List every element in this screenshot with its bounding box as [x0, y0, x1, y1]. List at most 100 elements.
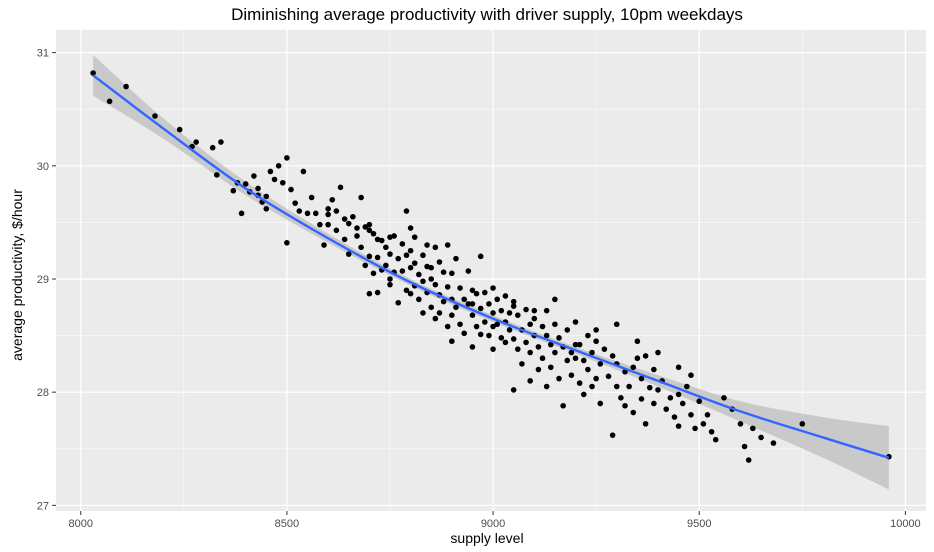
data-point: [292, 200, 298, 206]
data-point: [618, 395, 624, 401]
data-point: [696, 398, 703, 405]
data-point: [494, 321, 500, 328]
data-point: [337, 184, 344, 191]
data-point: [613, 321, 620, 328]
data-point: [494, 296, 500, 303]
data-point: [589, 383, 595, 390]
data-point: [453, 304, 459, 311]
data-point: [444, 284, 451, 290]
data-point: [403, 287, 410, 294]
data-point: [391, 233, 397, 239]
data-point: [523, 339, 529, 346]
data-point: [688, 372, 694, 378]
data-point: [651, 400, 657, 407]
data-point: [576, 341, 583, 348]
data-point: [453, 255, 459, 262]
data-point: [758, 434, 764, 441]
data-point: [321, 242, 327, 248]
data-point: [218, 139, 224, 145]
data-point: [325, 211, 331, 218]
data-point: [317, 221, 323, 228]
data-point: [510, 387, 517, 393]
data-point: [341, 236, 348, 243]
data-point: [230, 187, 237, 194]
data-point: [444, 323, 451, 330]
x-tick-label: 8500: [275, 518, 299, 530]
data-point: [345, 220, 352, 227]
data-point: [552, 349, 558, 356]
data-point: [564, 327, 571, 333]
y-tick-label: 30: [37, 161, 49, 173]
data-point: [572, 319, 579, 325]
data-point: [547, 364, 554, 371]
data-point: [366, 253, 373, 260]
data-point: [399, 268, 406, 274]
data-point: [630, 409, 637, 416]
data-point: [461, 296, 467, 303]
data-point: [543, 307, 550, 314]
data-point: [440, 298, 447, 305]
data-point: [609, 353, 616, 359]
y-axis-ticks: 27 28 29 30 31: [37, 48, 56, 512]
y-tick-label: 31: [37, 48, 49, 60]
data-point: [799, 421, 806, 427]
data-point: [457, 321, 463, 328]
data-point: [383, 244, 389, 251]
data-point: [531, 307, 538, 314]
data-point: [90, 70, 96, 76]
data-point: [411, 234, 418, 240]
data-point: [366, 227, 373, 234]
data-point: [675, 423, 682, 429]
data-point: [275, 163, 282, 169]
data-point: [449, 338, 455, 345]
data-point: [638, 396, 645, 402]
data-point: [477, 253, 484, 260]
data-point: [329, 196, 336, 203]
data-point: [609, 432, 616, 438]
data-point: [634, 355, 641, 362]
data-point: [580, 357, 587, 364]
data-point: [473, 323, 480, 330]
data-point: [704, 412, 711, 418]
data-point: [469, 344, 476, 350]
data-point: [560, 402, 566, 409]
data-point: [284, 155, 290, 161]
data-point: [688, 412, 694, 418]
data-point: [721, 395, 727, 401]
data-point: [498, 335, 505, 341]
data-point: [263, 193, 270, 200]
data-point: [589, 349, 595, 356]
data-point: [671, 414, 678, 420]
data-point: [482, 289, 488, 296]
data-point: [465, 301, 472, 307]
data-point: [482, 319, 488, 325]
data-point: [469, 312, 476, 319]
data-point: [407, 247, 414, 254]
data-point: [255, 185, 261, 192]
data-point: [593, 327, 599, 333]
data-point: [370, 270, 377, 277]
data-point: [750, 425, 756, 432]
data-point: [737, 421, 744, 427]
data-point: [358, 244, 364, 251]
x-axis-ticks: 8000 8500 9000 9500 10000: [68, 511, 921, 530]
data-point: [333, 227, 340, 234]
data-point: [675, 364, 682, 371]
data-point: [300, 168, 307, 175]
data-point: [576, 380, 583, 386]
data-point: [527, 378, 533, 384]
data-point: [378, 237, 385, 244]
data-point: [395, 299, 402, 306]
data-point: [304, 210, 311, 217]
data-point: [325, 221, 331, 228]
data-point: [238, 210, 245, 217]
data-point: [539, 355, 546, 362]
data-point: [572, 355, 579, 362]
data-point: [490, 323, 496, 330]
data-point: [486, 332, 492, 339]
data-point: [655, 387, 661, 393]
data-point: [684, 383, 690, 390]
data-point: [449, 270, 455, 277]
data-point: [613, 383, 620, 390]
data-point: [490, 310, 496, 316]
